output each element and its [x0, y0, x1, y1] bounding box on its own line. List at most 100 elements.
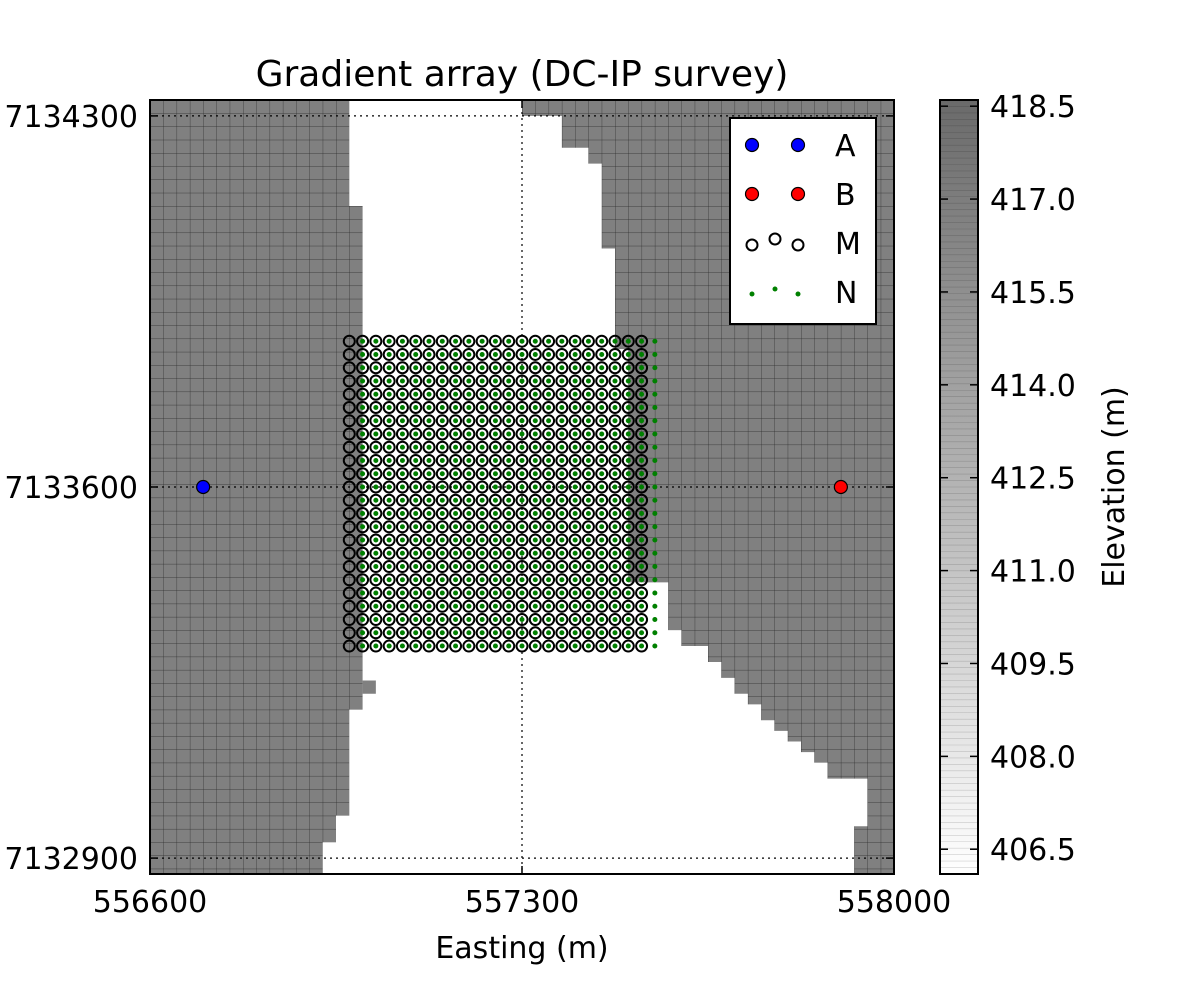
point-M-246 [555, 507, 569, 521]
point-N-511 [426, 351, 432, 357]
point-M-235 [409, 507, 423, 521]
point-M-220 [515, 520, 529, 534]
point-M-284 [449, 480, 463, 494]
point-M-154 [555, 560, 569, 574]
point-N-339 [585, 457, 591, 463]
point-M-204 [608, 533, 622, 547]
point-M-221 [528, 520, 542, 534]
point-N-502 [612, 365, 618, 371]
point-M-59 [515, 613, 529, 627]
point-N-36 [532, 630, 538, 636]
point-M-478 [581, 374, 595, 388]
point-M-483 [342, 361, 356, 375]
point-M-507 [356, 347, 370, 361]
point-N-115 [360, 577, 366, 583]
point-N-486 [399, 365, 405, 371]
point-M-62 [555, 613, 569, 627]
point-N-1 [373, 643, 379, 649]
point-N-178 [585, 550, 591, 556]
point-M-315 [555, 467, 569, 481]
point-N-317 [599, 471, 605, 477]
point-M-145 [435, 560, 449, 574]
point-N-57 [506, 617, 512, 623]
point-M-475 [542, 374, 556, 388]
legend-marker-N-1 [772, 286, 778, 292]
point-N-188 [413, 537, 419, 543]
point-N-332 [492, 457, 498, 463]
point-N-354 [479, 444, 485, 450]
point-M-0 [342, 639, 356, 653]
point-N-389 [639, 431, 645, 437]
point-N-139 [373, 564, 379, 570]
point-M-111 [595, 586, 609, 600]
point-M-176 [542, 546, 556, 560]
point-N-134 [612, 577, 618, 583]
point-M-298 [635, 480, 649, 494]
point-M-212 [409, 520, 423, 534]
point-M-93 [356, 586, 370, 600]
point-M-44 [621, 626, 635, 640]
point-N-182 [639, 550, 645, 556]
point-M-415 [356, 400, 370, 414]
point-N-357 [519, 444, 525, 450]
point-N-225 [599, 524, 605, 530]
series-N [360, 338, 658, 649]
point-M-175 [528, 546, 542, 560]
point-M-253 [342, 493, 356, 507]
point-M-104 [502, 586, 516, 600]
point-M-536 [435, 334, 449, 348]
point-M-446 [462, 387, 476, 401]
point-N-164 [399, 550, 405, 556]
point-M-5 [409, 639, 423, 653]
legend-entry-B: B [744, 178, 856, 213]
point-N-7 [453, 643, 459, 649]
point-N-412 [639, 418, 645, 424]
point-N-417 [399, 404, 405, 410]
point-N-301 [386, 471, 392, 477]
x-tick-label-2: 558000 [837, 885, 952, 920]
point-N-4 [413, 643, 419, 649]
point-M-360 [542, 440, 556, 454]
point-N-233 [399, 511, 405, 517]
point-N-286 [492, 484, 498, 490]
point-N-263 [492, 497, 498, 503]
point-M-484 [356, 361, 370, 375]
point-N-77 [466, 603, 472, 609]
point-M-433 [595, 400, 609, 414]
point-M-52 [422, 613, 436, 627]
point-M-121 [422, 573, 436, 587]
point-M-538 [462, 334, 476, 348]
point-N-255 [386, 497, 392, 503]
point-N-99 [453, 590, 459, 596]
point-M-248 [581, 507, 595, 521]
point-M-329 [435, 453, 449, 467]
point-M-47 [356, 613, 370, 627]
point-N-184 [360, 537, 366, 543]
point-M-546 [568, 334, 582, 348]
point-N-441 [413, 391, 419, 397]
point-M-267 [528, 493, 542, 507]
point-M-98 [422, 586, 436, 600]
point-M-309 [475, 467, 489, 481]
point-N-364 [612, 444, 618, 450]
point-N-211 [413, 524, 419, 530]
point-N-189 [426, 537, 432, 543]
x-axis-label: Easting (m) [435, 931, 608, 966]
point-N-158 [625, 564, 631, 570]
point-M-170 [462, 546, 476, 560]
point-M-503 [608, 361, 622, 375]
point-N-92 [360, 590, 366, 596]
point-M-544 [542, 334, 556, 348]
point-N-131 [572, 577, 578, 583]
point-M-429 [542, 400, 556, 414]
point-N-509 [399, 351, 405, 357]
point-N-538 [479, 338, 485, 344]
point-M-49 [382, 613, 396, 627]
point-M-340 [581, 453, 595, 467]
point-N-194 [492, 537, 498, 543]
point-N-438 [373, 391, 379, 397]
point-N-187 [399, 537, 405, 543]
point-M-37 [528, 626, 542, 640]
point-N-250 [625, 511, 631, 517]
colorbar-tick-label-1: 408.0 [990, 740, 1076, 775]
